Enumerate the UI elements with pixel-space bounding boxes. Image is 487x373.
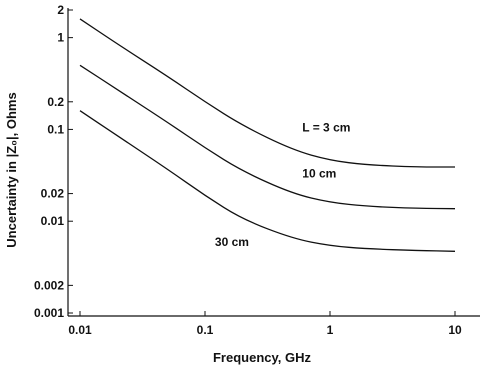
x-tick-label: 0.01 bbox=[68, 323, 92, 337]
series-line bbox=[79, 110, 456, 252]
y-tick-label: 2 bbox=[57, 3, 64, 17]
y-tick-label: 0.02 bbox=[41, 187, 65, 201]
series-line bbox=[79, 64, 456, 210]
series-line bbox=[79, 18, 455, 168]
y-tick-label: 0.2 bbox=[47, 95, 64, 109]
y-tick-label: 0.1 bbox=[47, 122, 64, 136]
series-layer: L = 3 cm 10 cm 30 cm bbox=[79, 18, 456, 252]
y-tick-label: 0.001 bbox=[34, 306, 64, 320]
x-tick-label: 0.1 bbox=[197, 323, 214, 337]
x-ticks: 0.01 0.1 1 10 bbox=[68, 311, 462, 337]
series-label: 30 cm bbox=[215, 235, 249, 249]
y-tick-label: 1 bbox=[57, 31, 64, 45]
x-axis-title: Frequency, GHz bbox=[213, 350, 312, 365]
y-tick-label: 0.002 bbox=[34, 278, 64, 292]
series-label: 10 cm bbox=[302, 166, 336, 180]
y-ticks: 2 1 0.2 0.1 0.02 0.01 0.002 0.001 bbox=[34, 3, 73, 320]
x-tick-label: 1 bbox=[327, 323, 334, 337]
y-axis-title: Uncertainty in |Z₀|, Ohms bbox=[4, 92, 19, 247]
axes bbox=[67, 8, 480, 317]
x-tick-label: 10 bbox=[448, 323, 462, 337]
y-tick-label: 0.01 bbox=[41, 214, 65, 228]
series-label: L = 3 cm bbox=[302, 120, 350, 134]
